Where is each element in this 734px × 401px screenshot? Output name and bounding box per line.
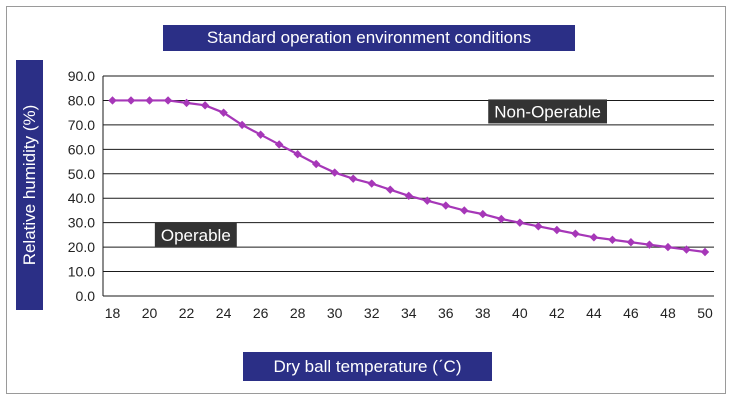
data-point [404,191,413,200]
annotation-non-operable: Non-Operable [488,99,608,124]
data-point [293,150,302,159]
data-point [145,96,154,105]
x-tick-label: 38 [475,305,491,321]
x-tick-label: 30 [327,305,343,321]
y-tick-label: 20.0 [68,239,95,255]
data-point [274,140,284,149]
data-point [126,96,136,105]
y-tick-label: 40.0 [68,190,95,206]
y-tick-label: 10.0 [68,264,95,280]
data-point [256,130,265,139]
annotation-box [154,222,237,247]
data-point [200,101,210,110]
annotation-operable: Operable [154,222,237,247]
data-point [367,179,376,188]
y-tick-label: 60.0 [68,141,95,157]
y-tick-label: 0.0 [76,288,96,304]
data-point [682,245,691,254]
x-tick-label: 32 [364,305,380,321]
x-tick-label: 36 [438,305,454,321]
x-tick-label: 28 [290,305,306,321]
data-point [182,98,191,108]
y-axis-label-box: Relative humidity (%) [16,60,43,310]
x-tick-label: 48 [660,305,676,321]
data-point [663,242,673,252]
y-axis-label: Relative humidity (%) [19,104,39,266]
x-tick-label: 18 [105,305,121,321]
chart-title: Standard operation environment condition… [163,25,575,51]
x-tick-label: 50 [697,305,713,321]
annotation-label: Operable [161,226,231,245]
y-tick-label: 50.0 [68,166,95,182]
data-point [534,222,543,231]
data-point [460,206,469,215]
data-point [349,174,358,183]
data-point [386,185,395,194]
x-tick-label: 22 [179,305,195,321]
x-tick-label: 40 [512,305,528,321]
x-tick-label: 34 [401,305,417,321]
data-point [330,168,339,177]
data-point [423,196,432,205]
data-point [441,201,450,210]
data-point [571,229,580,238]
data-point [515,218,525,227]
y-tick-label: 80.0 [68,92,95,108]
chart-frame [6,6,726,394]
data-point [552,225,562,235]
y-tick-label: 90.0 [68,68,95,84]
x-tick-label: 24 [216,305,232,321]
x-tick-label: 44 [586,305,602,321]
y-tick-label: 70.0 [68,117,95,133]
data-point [700,247,710,257]
data-point [589,233,599,242]
x-tick-label: 20 [142,305,158,321]
data-point [163,96,173,105]
x-tick-label: 26 [253,305,269,321]
annotation-box [488,99,608,124]
annotation-label: Non-Operable [494,102,601,121]
x-tick-label: 42 [549,305,565,321]
x-tick-label: 46 [623,305,639,321]
data-point [645,240,654,249]
data-point [626,238,636,247]
data-point [311,159,321,169]
data-point [478,209,488,219]
data-point [608,235,617,244]
data-point [219,108,228,117]
data-point [497,214,506,224]
y-tick-label: 30.0 [68,215,95,231]
x-axis-label: Dry ball temperature (ˊC) [243,352,492,381]
data-point [108,96,117,105]
data-point [237,120,247,130]
